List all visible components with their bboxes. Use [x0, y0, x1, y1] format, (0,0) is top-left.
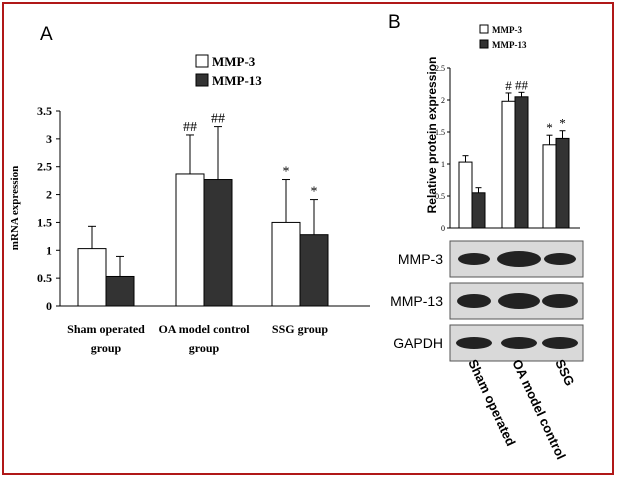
significance-mark-b: #: [505, 78, 512, 93]
significance-mark-a: *: [311, 185, 318, 200]
bar-b-mmp-3: [542, 144, 557, 229]
bar-b-mmp-3: [458, 161, 473, 229]
bar-a-mmp-13: [299, 234, 329, 307]
y-tick-label-a: 3: [46, 132, 52, 146]
blot-band: [544, 253, 576, 265]
y-axis-label-b: Relative protein expression: [425, 57, 439, 214]
legend-b-label-mmp3: MMP-3: [492, 25, 522, 35]
y-tick-label-b: 1.5: [435, 128, 445, 137]
significance-mark-a: *: [283, 165, 290, 180]
legend-b-swatch-mmp13: [479, 39, 489, 49]
y-tick-label-a: 1.5: [37, 215, 52, 229]
y-tick-label-a: 0: [46, 299, 52, 313]
legend-b-label-mmp13: MMP-13: [492, 40, 527, 50]
significance-mark-b: *: [559, 116, 566, 131]
blot-band: [501, 337, 537, 349]
bar-a-mmp-13: [105, 275, 135, 307]
x-tick-label-a: group: [189, 341, 220, 355]
y-tick-label-b: 2.5: [435, 64, 445, 73]
bar-b-mmp-13: [555, 137, 570, 229]
x-tick-label-a: Sham operated: [67, 322, 145, 336]
x-tick-label-a: group: [91, 341, 122, 355]
y-tick-label-b: 0.5: [435, 192, 445, 201]
chart-a: MMP-3 MMP-13 mRNA expression 0 0.5 1 1.5 2 2.…: [9, 54, 370, 355]
significance-mark-a: ##: [183, 120, 197, 135]
blot-band: [457, 294, 491, 308]
legend-a-label-mmp3: MMP-3: [212, 54, 256, 69]
y-tick-label-a: 1: [46, 243, 52, 257]
bar-b-mmp-13: [514, 96, 529, 229]
y-tick-label-a: 2.5: [37, 160, 52, 174]
significance-mark-b: *: [546, 120, 553, 135]
panel-a-letter: A: [40, 24, 53, 45]
bar-b-mmp-13: [471, 192, 486, 229]
bar-b-mmp-3: [501, 100, 516, 229]
blot-row-label: GAPDH: [393, 335, 443, 351]
x-tick-label-a: SSG group: [272, 322, 328, 336]
legend-a-label-mmp13: MMP-13: [212, 73, 262, 88]
legend-a-swatch-mmp13: [195, 73, 209, 87]
blot-band: [498, 293, 540, 309]
bar-a-mmp-3: [77, 248, 107, 307]
blot-row-label: MMP-13: [390, 293, 443, 309]
blot-band: [456, 337, 492, 349]
significance-mark-b: ##: [515, 77, 529, 92]
y-tick-label-a: 3.5: [37, 104, 52, 118]
panel-b-letter: B: [388, 12, 401, 33]
y-axis-label-a: mRNA expression: [9, 166, 21, 250]
bar-a-mmp-13: [203, 179, 233, 307]
y-tick-label-a: 2: [46, 188, 52, 202]
y-tick-label-b: 0: [441, 224, 445, 233]
blot-band: [458, 253, 490, 265]
blot-band: [497, 251, 541, 267]
significance-mark-a: ##: [211, 112, 225, 127]
blot-band: [542, 294, 578, 308]
y-tick-label-a: 0.5: [37, 271, 52, 285]
y-tick-label-b: 1: [441, 160, 445, 169]
bar-a-mmp-3: [175, 173, 205, 307]
legend-a-swatch-mmp3: [195, 54, 209, 68]
y-tick-label-b: 2: [441, 96, 445, 105]
x-tick-label-a: OA model control: [158, 322, 250, 336]
blot-band: [542, 337, 578, 349]
legend-b-swatch-mmp3: [479, 24, 489, 34]
bar-a-mmp-3: [271, 221, 301, 307]
blot-row-label: MMP-3: [398, 251, 443, 267]
